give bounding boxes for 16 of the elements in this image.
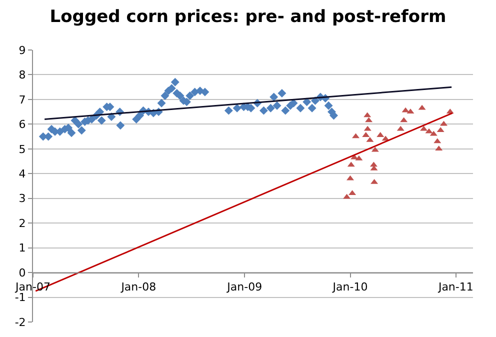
chart-title: Logged corn prices: pre- and post-reform [50,7,446,28]
y-tick-label: -2 [14,316,26,329]
y-tick-label: 0 [18,266,26,280]
y-tick-label: 2 [18,216,26,230]
x-tick-label: Jan-08 [120,280,156,294]
y-tick-label: 7 [18,93,26,106]
y-tick-label: 4 [18,167,26,180]
x-tick-label: Jan-10 [332,280,368,294]
y-tick-label: 6 [18,118,26,132]
y-tick-label: 8 [18,68,26,82]
y-tick-label: 9 [18,44,26,57]
x-tick-label: Jan-11 [437,280,474,294]
y-tick-label: 1 [18,242,26,255]
y-tick-label: 5 [18,142,26,156]
x-tick-label: Jan-09 [226,280,262,294]
y-tick-label: 3 [18,192,26,206]
